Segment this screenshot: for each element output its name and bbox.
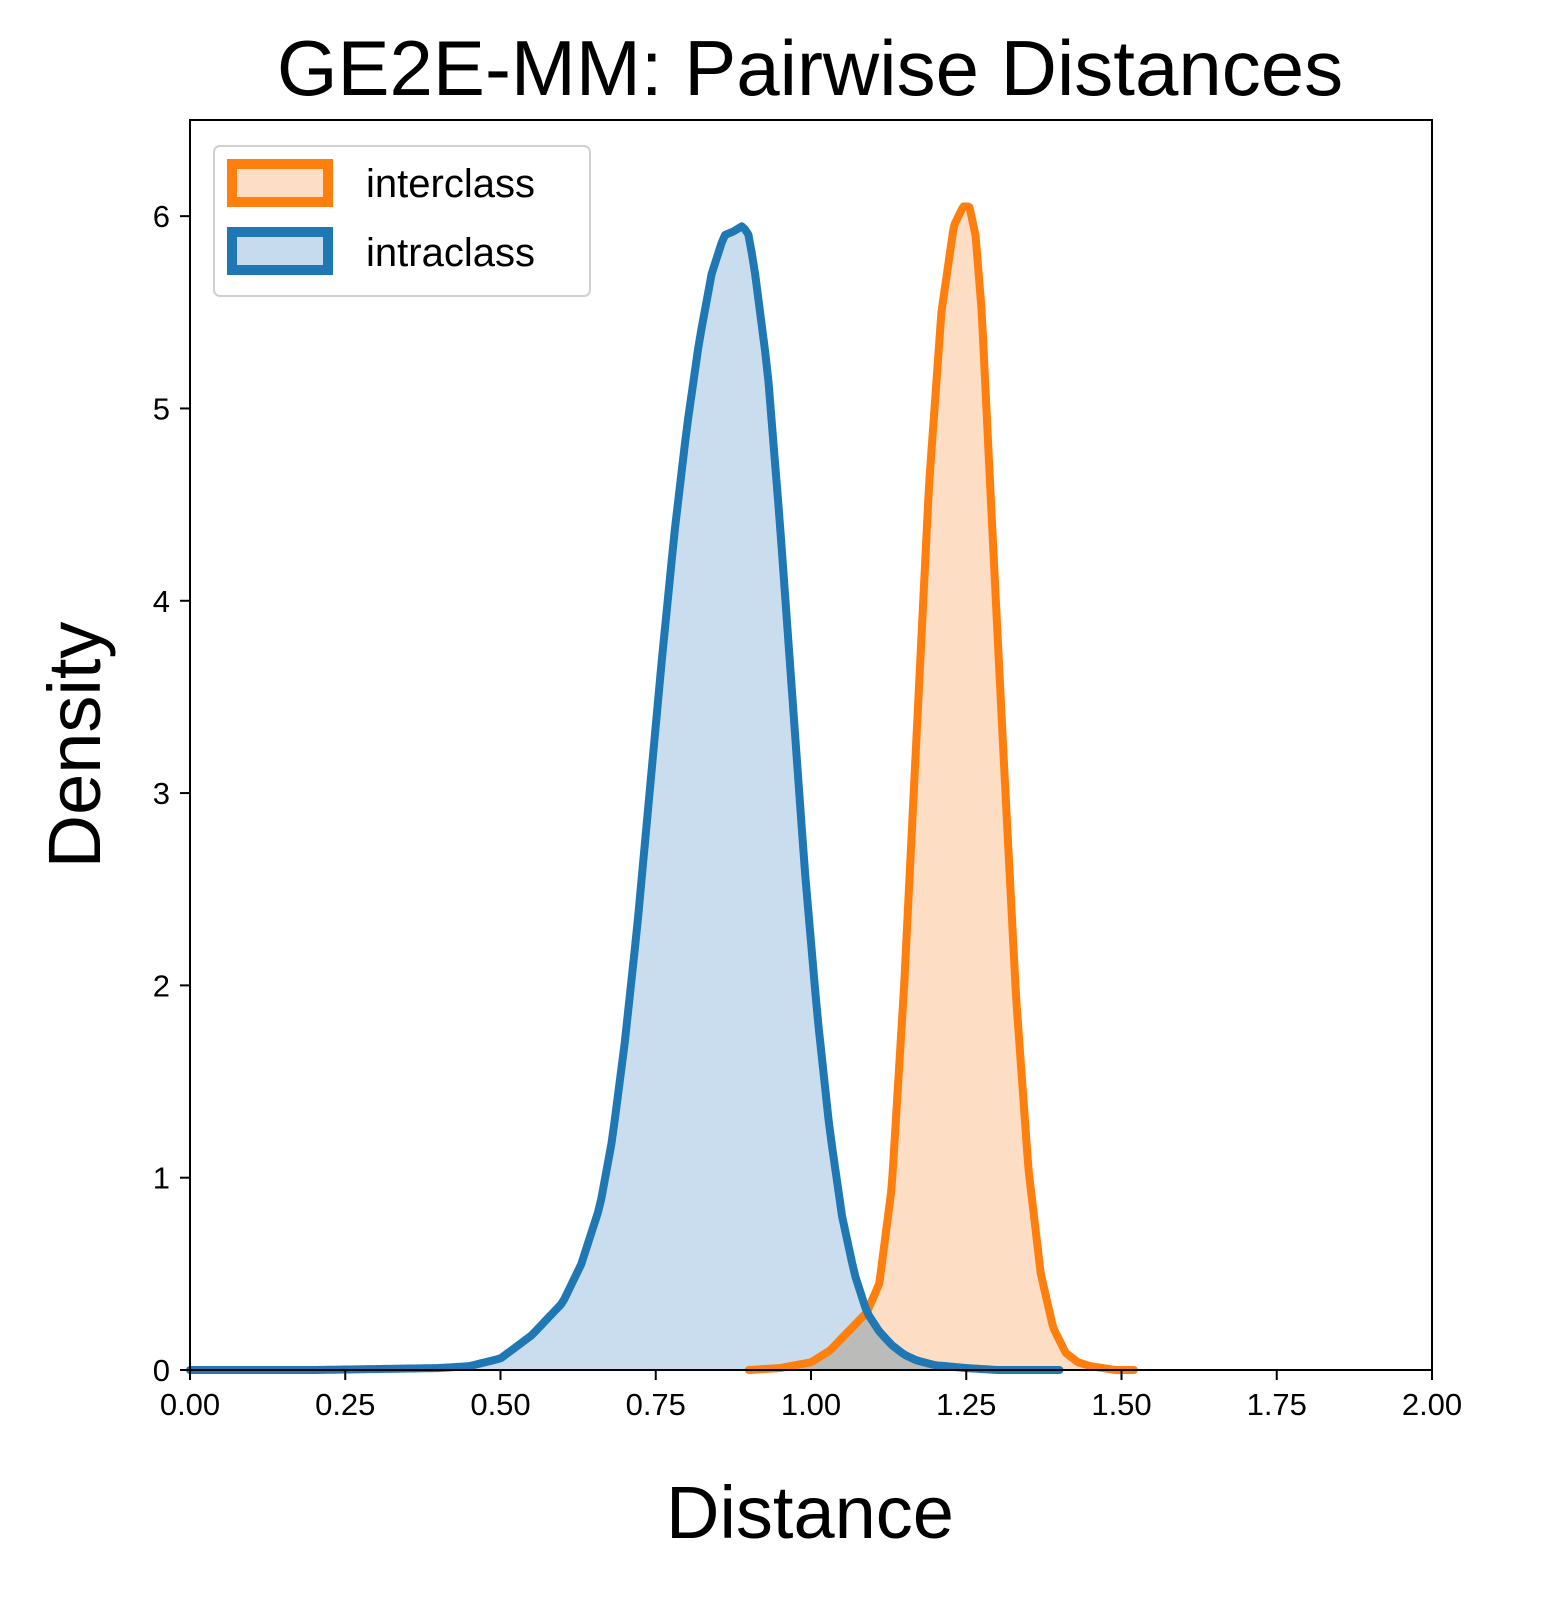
area-interclass <box>748 206 1134 1370</box>
x-axis: 0.00 0.25 0.50 0.75 1.00 1.25 1.50 1.75 2.00 <box>160 1370 1462 1422</box>
y-tick-label: 1 <box>153 1161 170 1196</box>
x-axis-label: Distance <box>666 1471 954 1554</box>
chart-title: GE2E-MM: Pairwise Distances <box>277 24 1343 112</box>
y-tick-label: 6 <box>153 199 170 234</box>
y-tick-label: 4 <box>153 584 170 619</box>
legend-swatch-interclass <box>227 159 333 207</box>
y-tick-label: 2 <box>153 968 170 1003</box>
y-tick-label: 3 <box>153 776 170 811</box>
x-tick-label: 0.00 <box>160 1387 220 1422</box>
x-tick-label: 0.25 <box>315 1387 375 1422</box>
y-tick-label: 5 <box>153 391 170 426</box>
x-tick-label: 1.00 <box>781 1387 841 1422</box>
x-tick-label: 1.25 <box>936 1387 996 1422</box>
y-axis-label: Density <box>33 622 116 869</box>
x-tick-label: 1.75 <box>1247 1387 1307 1422</box>
legend-label-intraclass: intraclass <box>366 231 535 275</box>
x-tick-label: 0.50 <box>470 1387 530 1422</box>
x-tick-label: 1.50 <box>1091 1387 1151 1422</box>
legend: interclass intraclass <box>213 145 591 297</box>
area-intraclass <box>190 226 1060 1371</box>
y-tick-label: 0 <box>153 1353 170 1388</box>
x-tick-label: 2.00 <box>1402 1387 1462 1422</box>
y-axis: 0 1 2 3 4 5 6 <box>153 199 190 1388</box>
x-tick-label: 0.75 <box>626 1387 686 1422</box>
line-interclass <box>744 202 1138 1374</box>
legend-swatch-intraclass <box>227 227 333 275</box>
legend-label-interclass: interclass <box>366 162 535 206</box>
